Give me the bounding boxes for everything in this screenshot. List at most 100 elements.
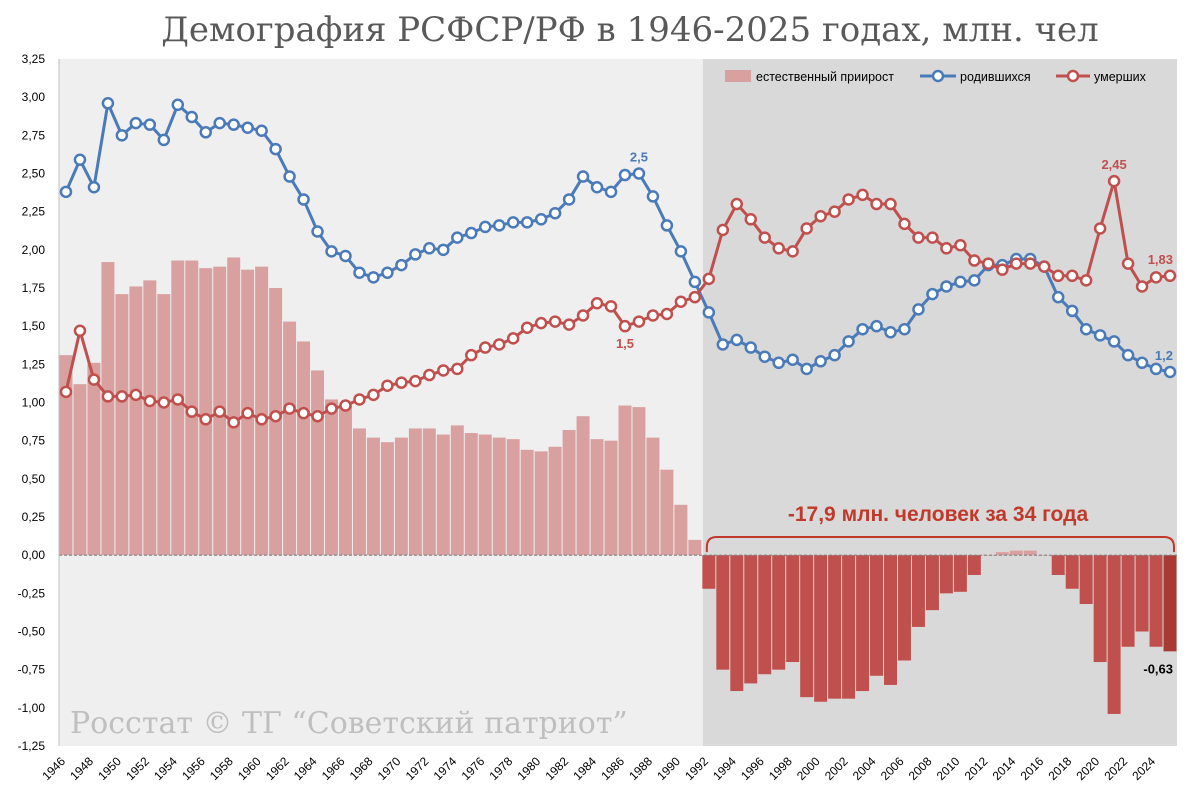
x-tick-label: 2000	[794, 754, 823, 783]
point-deaths-2013	[996, 263, 1009, 276]
point-births-2000	[814, 355, 827, 368]
x-tick-label: 1974	[431, 754, 460, 783]
bar-2007	[911, 555, 925, 627]
point-births-2002	[842, 335, 855, 348]
bar-2004	[870, 555, 884, 676]
point-births-1964	[311, 225, 324, 238]
point-deaths-2005	[884, 197, 897, 211]
bar-1987	[632, 407, 646, 556]
x-tick-label: 1946	[39, 754, 68, 783]
bar-1971	[408, 428, 422, 556]
point-births-1980	[534, 213, 548, 226]
y-tick-label: 2,25	[22, 205, 46, 219]
point-deaths-1946	[59, 385, 73, 399]
x-tick-label: 1954	[151, 754, 180, 783]
y-tick-label: 2,00	[22, 243, 46, 257]
bar-1975	[464, 433, 478, 556]
data-label-2025: 1,2	[1155, 348, 1173, 363]
y-tick-label: -0,50	[18, 625, 46, 639]
bar-1967	[352, 428, 366, 556]
point-births-1968	[367, 271, 380, 284]
point-deaths-2000	[814, 209, 827, 223]
point-births-2008	[926, 287, 939, 301]
point-births-1984	[590, 180, 604, 194]
bar-1956	[199, 268, 213, 556]
point-births-1973	[437, 243, 450, 257]
x-tick-label: 1996	[738, 754, 767, 783]
point-deaths-2025	[1163, 269, 1177, 283]
y-tick-label: 2,75	[22, 128, 46, 142]
point-deaths-1967	[353, 393, 366, 406]
point-births-2018	[1065, 304, 1079, 318]
point-births-1949	[101, 97, 115, 110]
bar-1981	[548, 446, 562, 556]
bar-1982	[562, 429, 576, 556]
y-tick-label: -0,75	[18, 663, 46, 677]
legend-marker-births	[931, 69, 945, 83]
point-births-1955	[185, 110, 199, 124]
bar-2000	[814, 555, 828, 702]
point-deaths-1990	[674, 295, 688, 308]
x-tick-label: 1948	[67, 754, 96, 783]
point-births-2023	[1135, 356, 1149, 370]
x-tick-label: 1988	[626, 754, 655, 783]
bars-natural-increase	[59, 257, 1177, 714]
x-tick-label: 2012	[962, 754, 991, 783]
point-deaths-1992	[702, 272, 716, 286]
bar-1976	[478, 434, 492, 556]
point-deaths-1988	[646, 309, 660, 322]
y-tick-label: 3,00	[22, 90, 46, 104]
y-tick-label: 1,75	[22, 281, 46, 295]
point-births-1989	[660, 219, 674, 232]
point-deaths-1986	[618, 319, 632, 333]
point-deaths-1973	[437, 364, 450, 377]
bar-1988	[646, 437, 660, 556]
x-tick-label: 1980	[514, 754, 543, 783]
point-births-2010	[954, 275, 967, 289]
bar-2024	[1149, 555, 1163, 647]
point-deaths-1960	[255, 413, 268, 426]
point-deaths-1969	[381, 379, 394, 392]
point-births-1957	[213, 116, 226, 130]
point-deaths-1980	[534, 316, 548, 330]
lines	[59, 97, 1177, 429]
point-deaths-1982	[562, 318, 576, 331]
x-tick-label: 1978	[487, 754, 516, 783]
bar-2009	[939, 555, 953, 594]
y-tick-label: 0,75	[22, 434, 46, 448]
x-tick-label: 1986	[598, 754, 627, 783]
x-tick-label: 1958	[207, 754, 236, 783]
point-deaths-1993	[716, 223, 730, 237]
point-deaths-1966	[339, 399, 352, 412]
legend-label-births: родившихся	[960, 70, 1031, 84]
x-tick-label: 1952	[123, 754, 152, 783]
point-births-2007	[912, 303, 925, 316]
legend-swatch-natural-increase	[725, 70, 751, 82]
point-births-1970	[395, 258, 408, 272]
point-deaths-1956	[199, 413, 212, 426]
y-tick-label: 1,00	[22, 396, 46, 410]
point-births-1990	[674, 245, 688, 258]
point-deaths-1981	[548, 315, 562, 328]
bar-2012	[981, 555, 995, 556]
point-deaths-2011	[968, 254, 981, 267]
point-births-1974	[451, 231, 464, 244]
bar-2014	[1009, 550, 1023, 556]
x-tick-label: 1962	[263, 754, 292, 783]
point-births-1978	[506, 216, 520, 229]
x-tick-label: 2020	[1073, 754, 1102, 783]
bar-2001	[828, 555, 842, 699]
bar-1960	[255, 266, 269, 556]
point-deaths-2022	[1121, 257, 1135, 270]
x-tick-label: 1960	[235, 754, 264, 783]
point-deaths-1978	[506, 332, 520, 345]
point-births-2022	[1121, 348, 1135, 362]
point-births-1993	[716, 338, 730, 351]
annotations: 2,5 1,5 2,45 1,83 1,2 -0,63	[616, 150, 1175, 676]
bar-1950	[115, 294, 129, 556]
point-deaths-1998	[786, 245, 799, 258]
point-deaths-1999	[800, 222, 813, 235]
point-births-2005	[884, 326, 897, 339]
data-label-2025: 1,83	[1148, 252, 1173, 267]
